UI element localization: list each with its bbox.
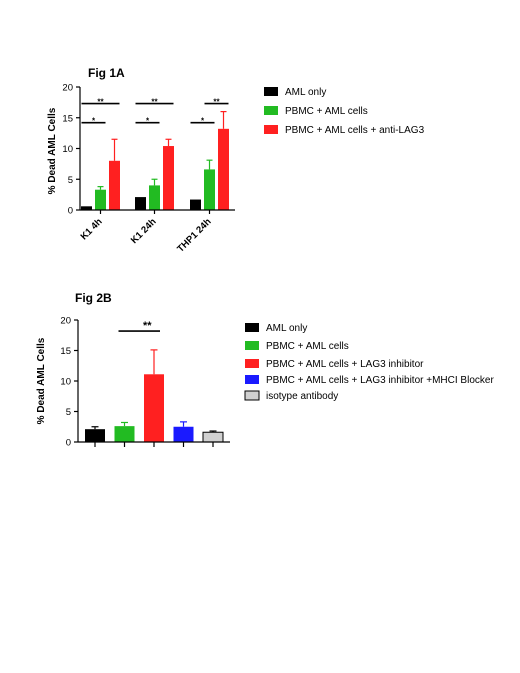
legend-swatch-aml-only [264,87,278,96]
chart-title-fig-1a: Fig 1A [88,66,125,80]
significance-label: ** [213,98,220,107]
x-tick-label-k1-24h: K1 24h [129,216,159,246]
chart-title-fig-2b: Fig 2B [75,291,112,305]
chart-fig-2b: Fig 2B % Dead AML Cells 0 5 10 15 20 ** AML … [36,291,494,449]
significance-label: ** [143,320,152,332]
legend-label-pbmc-aml: PBMC + AML cells [266,341,349,352]
legend-label-pbmc-aml: PBMC + AML cells [285,106,368,117]
legend-label-isotype: isotype antibody [266,391,338,402]
x-tick-label-thp1-24h: THP1 24h [175,216,214,255]
legend-swatch-lag3-inhibitor [245,359,259,368]
legend-swatch-aml-only [245,323,259,332]
legend-label-aml-only: AML only [285,87,326,98]
significance-label: ** [97,98,104,107]
significance-label: * [146,117,150,126]
significance-label: * [201,117,205,126]
y-axis-label-fig-1a: % Dead AML Cells [47,107,58,194]
bar-pbmc-aml-cells [114,426,135,442]
bar-aml-only-thp1-24h [190,199,201,210]
bar-aml-only-k1-24h [135,197,146,210]
bar-pbmc-aml-cells-anti-lag3-thp1-24h [218,128,229,210]
y-tick-label: 15 [62,113,73,124]
bar-pbmc-aml-cells-k1-4h [95,189,106,210]
bar-pbmc-aml-cells-anti-lag3-k1-4h [109,160,120,210]
y-tick-label: 15 [60,346,71,357]
legend-swatch-pbmc-aml [245,341,259,350]
legend-fig-1a: AML only PBMC + AML cells PBMC + AML cel… [264,87,425,136]
legend-fig-2b: AML only PBMC + AML cells PBMC + AML cel… [244,323,494,402]
y-tick-label: 5 [68,175,73,186]
y-tick-label: 20 [60,316,71,327]
x-tick-label-k1-4h: K1 4h [79,216,105,242]
bar-pbmc-aml-cells-thp1-24h [204,169,215,210]
bar-aml-only [85,429,105,442]
y-tick-label: 0 [68,206,73,217]
legend-swatch-anti-lag3 [264,125,278,134]
bar-pbmc-aml-cells-anti-lag3-k1-24h [163,146,174,210]
y-tick-label: 5 [66,407,71,418]
legend-swatch-isotype [244,390,260,401]
bar-pbmc-aml-cells-lag3-inhibitor [144,374,164,442]
legend-label-aml-only: AML only [266,323,307,334]
y-tick-label: 0 [66,438,71,449]
y-tick-label: 10 [62,144,73,155]
significance-label: ** [151,98,158,107]
bar-aml-only-k1-4h [81,206,92,210]
bar-pbmc-aml-cells-lag3-inhibitor-mhci-blocker [173,426,194,442]
significance-label: * [92,117,96,126]
legend-label-mhci-blocker: PBMC + AML cells + LAG3 inhibitor +MHCI … [266,375,494,386]
bar-isotype-antibody [202,431,224,443]
legend-label-anti-lag3: PBMC + AML cells + anti-LAG3 [285,125,425,136]
legend-label-lag3-inhibitor: PBMC + AML cells + LAG3 inhibitor [266,359,424,370]
y-tick-label: 20 [62,83,73,94]
y-tick-label: 10 [60,377,71,388]
legend-swatch-pbmc-aml [264,106,278,115]
y-axis-label-fig-2b: % Dead AML Cells [36,337,47,424]
bar-pbmc-aml-cells-k1-24h [149,185,160,210]
legend-swatch-mhci-blocker [245,375,259,384]
